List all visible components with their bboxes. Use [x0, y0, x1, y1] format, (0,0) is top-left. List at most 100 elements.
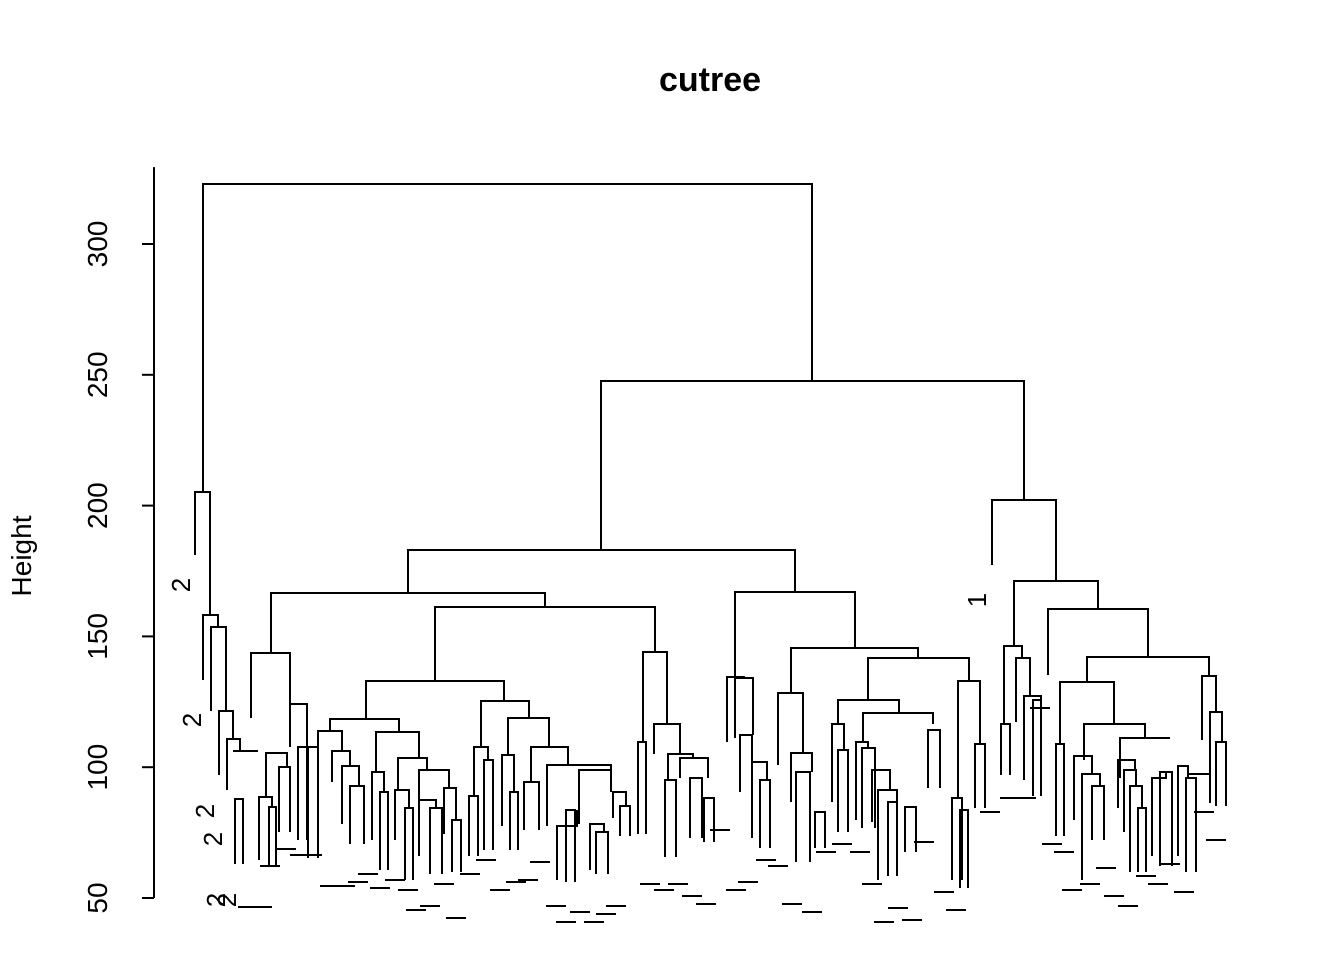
- merge-branch: [341, 765, 360, 824]
- merge-branch: [589, 823, 605, 870]
- y-tick-label: 100: [82, 744, 113, 791]
- merge-branch: [509, 791, 519, 850]
- merge-branch: [1129, 785, 1143, 872]
- y-tick-label: 250: [82, 351, 113, 398]
- merge-branch: [530, 746, 569, 782]
- merge-branch: [974, 743, 986, 808]
- merge-branch: [790, 647, 919, 693]
- merge-branch: [904, 806, 917, 852]
- merge-branch: [642, 651, 668, 742]
- merge-branch: [329, 718, 400, 732]
- merge-branch: [991, 499, 1057, 581]
- merge-branch: [365, 680, 505, 719]
- merge-branch: [523, 781, 540, 830]
- merge-branch: [1119, 737, 1170, 778]
- leaf-label: 2: [166, 578, 196, 592]
- merge-branch: [751, 761, 768, 838]
- merge-branch: [862, 712, 934, 742]
- merge-branch: [578, 769, 612, 824]
- merge-branch: [501, 754, 515, 826]
- merge-branch: [790, 752, 813, 802]
- merge-branch: [837, 699, 900, 724]
- merge-branch: [375, 731, 420, 772]
- merge-branch: [653, 723, 681, 754]
- merge-branch: [317, 730, 343, 756]
- merge-branch: [1000, 723, 1011, 775]
- leaf-label: 2: [198, 832, 228, 846]
- merge-branch: [703, 797, 715, 842]
- y-axis: 50 100 150 200 250 300: [82, 167, 155, 914]
- merge-branch: [1137, 807, 1147, 872]
- dendrogram-tree: [194, 183, 1227, 888]
- chart-title: cutree: [659, 61, 761, 99]
- merge-branch: [210, 626, 227, 711]
- merge-branch: [1023, 695, 1042, 780]
- merge-branch: [407, 549, 796, 593]
- merge-branch: [871, 769, 891, 822]
- merge-branch: [194, 491, 211, 615]
- merge-branch: [1177, 765, 1189, 856]
- merge-branch: [734, 677, 754, 738]
- merge-branch: [349, 785, 365, 844]
- merge-branch: [379, 791, 389, 870]
- merge-branch: [480, 700, 530, 747]
- merge-branch: [418, 769, 450, 800]
- merge-branch: [679, 757, 709, 778]
- merge-branch: [1032, 699, 1042, 796]
- merge-branch: [957, 680, 981, 798]
- merge-branch: [429, 807, 443, 874]
- merge-branch: [218, 710, 234, 775]
- y-tick-label: 50: [82, 882, 113, 913]
- leaf-label: 2: [177, 713, 207, 727]
- merge-branch: [664, 779, 677, 857]
- merge-branch: [612, 791, 627, 818]
- leaf-label: 1: [962, 593, 992, 607]
- y-axis-label: Height: [6, 515, 37, 596]
- merge-branch: [397, 757, 428, 790]
- merge-branch: [443, 787, 457, 834]
- merge-branch: [959, 809, 969, 888]
- merge-branch: [1081, 773, 1101, 880]
- merge-branch: [795, 771, 811, 862]
- merge-branch: [394, 789, 410, 840]
- merge-branch: [202, 183, 813, 492]
- merge-branch: [1091, 785, 1105, 840]
- merge-branch: [1209, 711, 1223, 803]
- merge-branch: [667, 753, 694, 780]
- merge-branch: [837, 749, 849, 832]
- merge-branch: [637, 741, 647, 834]
- merge-branch: [927, 729, 941, 788]
- merge-branch: [600, 380, 1025, 550]
- merge-branch: [202, 614, 219, 680]
- merge-branch: [226, 738, 241, 790]
- merge-branch: [831, 723, 845, 802]
- merge-branch: [759, 779, 771, 848]
- merge-branch: [1059, 681, 1115, 744]
- merge-branch: [473, 746, 489, 796]
- merge-branch: [418, 799, 437, 856]
- merge-branch: [619, 805, 631, 836]
- y-tick-label: 300: [82, 221, 113, 268]
- merge-branch: [404, 807, 414, 880]
- y-tick-label: 200: [82, 482, 113, 529]
- merge-branch: [1201, 675, 1217, 740]
- merge-branch: [951, 797, 963, 880]
- merge-branch: [258, 796, 273, 860]
- merge-branch: [483, 759, 494, 850]
- merge-branch: [331, 750, 351, 782]
- merge-branch: [307, 746, 319, 858]
- merge-branch: [1123, 769, 1137, 832]
- merge-branch: [270, 592, 546, 653]
- merge-branch: [434, 606, 656, 681]
- merge-branch: [1015, 657, 1031, 722]
- merge-branch: [468, 795, 479, 856]
- merge-branch: [855, 741, 869, 820]
- merge-branch: [1047, 608, 1149, 675]
- merge-branch: [268, 806, 277, 866]
- merge-branch: [1159, 771, 1173, 866]
- merge-branch: [1117, 759, 1136, 808]
- merge-branch: [739, 734, 753, 792]
- leaf-label: 2: [190, 804, 220, 818]
